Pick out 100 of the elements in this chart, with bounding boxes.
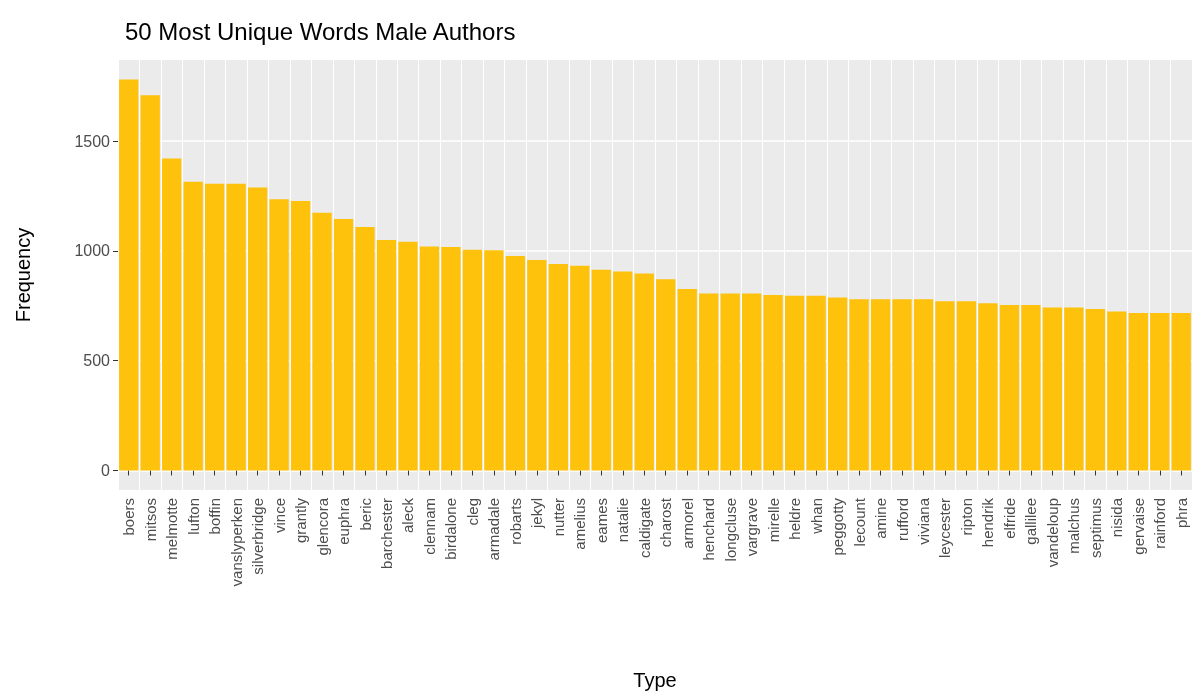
bar xyxy=(119,79,139,471)
bar xyxy=(398,241,418,471)
bar xyxy=(699,293,719,471)
x-tick-label: mitsos xyxy=(141,498,159,542)
y-tick-label: 1000 xyxy=(74,242,111,260)
x-tick-label: lecount xyxy=(850,497,868,547)
bar xyxy=(935,301,955,471)
x-tick-label: rufford xyxy=(893,498,911,542)
x-tick-label: malchus xyxy=(1065,498,1083,554)
bar xyxy=(784,295,805,471)
bar xyxy=(677,289,697,471)
x-tick-label: amine xyxy=(872,498,890,539)
bar xyxy=(204,183,225,471)
x-tick-label: aleck xyxy=(399,497,417,534)
x-tick-label: septimus xyxy=(1086,498,1104,559)
bar xyxy=(741,293,762,471)
x-tick-label: clennam xyxy=(420,498,438,555)
bar xyxy=(1021,305,1041,471)
bar xyxy=(999,305,1020,471)
bar xyxy=(247,187,268,471)
bar xyxy=(849,299,869,471)
bar xyxy=(226,183,246,471)
x-tick-label: glencora xyxy=(313,497,331,556)
bar xyxy=(1128,312,1148,471)
x-tick-label: beric xyxy=(356,497,374,531)
bar xyxy=(355,226,375,471)
x-tick-label: peggotty xyxy=(829,497,847,556)
bar xyxy=(634,273,654,471)
bar xyxy=(1150,312,1170,471)
bar xyxy=(269,199,289,471)
bar xyxy=(333,219,354,471)
bar xyxy=(978,303,998,471)
y-tick-label: 1500 xyxy=(74,132,111,150)
x-tick-label: lufton xyxy=(184,498,202,535)
bar xyxy=(462,249,483,471)
x-tick-label: robarts xyxy=(506,498,524,545)
x-tick-label: vandeloup xyxy=(1043,498,1061,568)
x-tick-label: vanslyperken xyxy=(227,498,245,587)
x-tick-label: natalie xyxy=(614,498,632,543)
x-tick-label: eames xyxy=(592,498,610,544)
x-tick-label: leycester xyxy=(936,498,954,559)
y-tick-label: 500 xyxy=(83,352,111,370)
bar xyxy=(376,240,397,471)
x-tick-label: viviana xyxy=(915,497,932,545)
x-tick-label: heldre xyxy=(786,498,804,540)
x-axis-title: Type xyxy=(633,669,677,691)
bar xyxy=(806,295,826,471)
bar xyxy=(956,301,977,471)
x-tick-label: elfride xyxy=(1000,498,1018,539)
x-tick-label: phra xyxy=(1172,497,1190,529)
bar xyxy=(827,297,848,471)
x-tick-label: longcluse xyxy=(721,498,739,562)
x-tick-label: gallilee xyxy=(1022,498,1040,545)
x-tick-label: gervaise xyxy=(1129,498,1147,555)
x-tick-label: nisida xyxy=(1108,497,1126,538)
x-tick-label: boers xyxy=(120,498,138,536)
bar xyxy=(312,212,332,471)
bar xyxy=(1064,307,1084,471)
bar xyxy=(656,279,676,471)
bar xyxy=(570,265,590,471)
x-tick-label: silverbridge xyxy=(249,498,267,575)
bar xyxy=(484,250,504,471)
x-tick-label: melmotte xyxy=(163,498,181,560)
x-tick-label: whan xyxy=(807,498,825,535)
x-tick-label: grantly xyxy=(292,497,310,544)
bar xyxy=(1042,307,1063,471)
x-tick-label: jekyl xyxy=(528,498,546,530)
x-tick-label: henchard xyxy=(700,498,718,561)
x-tick-label: amelius xyxy=(571,498,589,550)
bar xyxy=(720,293,740,471)
bar xyxy=(1107,311,1127,471)
bar xyxy=(527,260,547,471)
bar xyxy=(613,271,633,471)
bar xyxy=(763,294,783,471)
bar xyxy=(290,200,311,471)
x-tick-label: euphra xyxy=(335,497,353,545)
bar xyxy=(1085,309,1106,471)
x-tick-label: barchester xyxy=(378,498,395,569)
x-tick-label: nutter xyxy=(549,498,567,537)
x-tick-label: armorel xyxy=(678,498,696,549)
x-tick-label: caldigate xyxy=(635,498,653,559)
bar xyxy=(183,181,203,471)
x-tick-label: cleg xyxy=(463,498,481,526)
bar xyxy=(162,158,182,471)
bar xyxy=(548,264,569,471)
x-tick-label: birdalone xyxy=(442,498,460,560)
x-tick-label: armadale xyxy=(485,498,503,561)
chart-title: 50 Most Unique Words Male Authors xyxy=(125,17,516,45)
bar xyxy=(892,299,912,471)
bar xyxy=(913,299,934,471)
y-axis-title: Frequency xyxy=(12,227,34,323)
x-tick-label: rainford xyxy=(1151,498,1169,549)
x-tick-label: charost xyxy=(657,497,675,548)
x-tick-label: mirelle xyxy=(764,498,782,543)
bar xyxy=(419,246,440,471)
bar xyxy=(591,269,611,471)
x-tick-label: hendrik xyxy=(979,497,997,548)
bar xyxy=(441,246,461,471)
bar xyxy=(870,299,891,471)
x-tick-label: boffin xyxy=(206,498,224,535)
